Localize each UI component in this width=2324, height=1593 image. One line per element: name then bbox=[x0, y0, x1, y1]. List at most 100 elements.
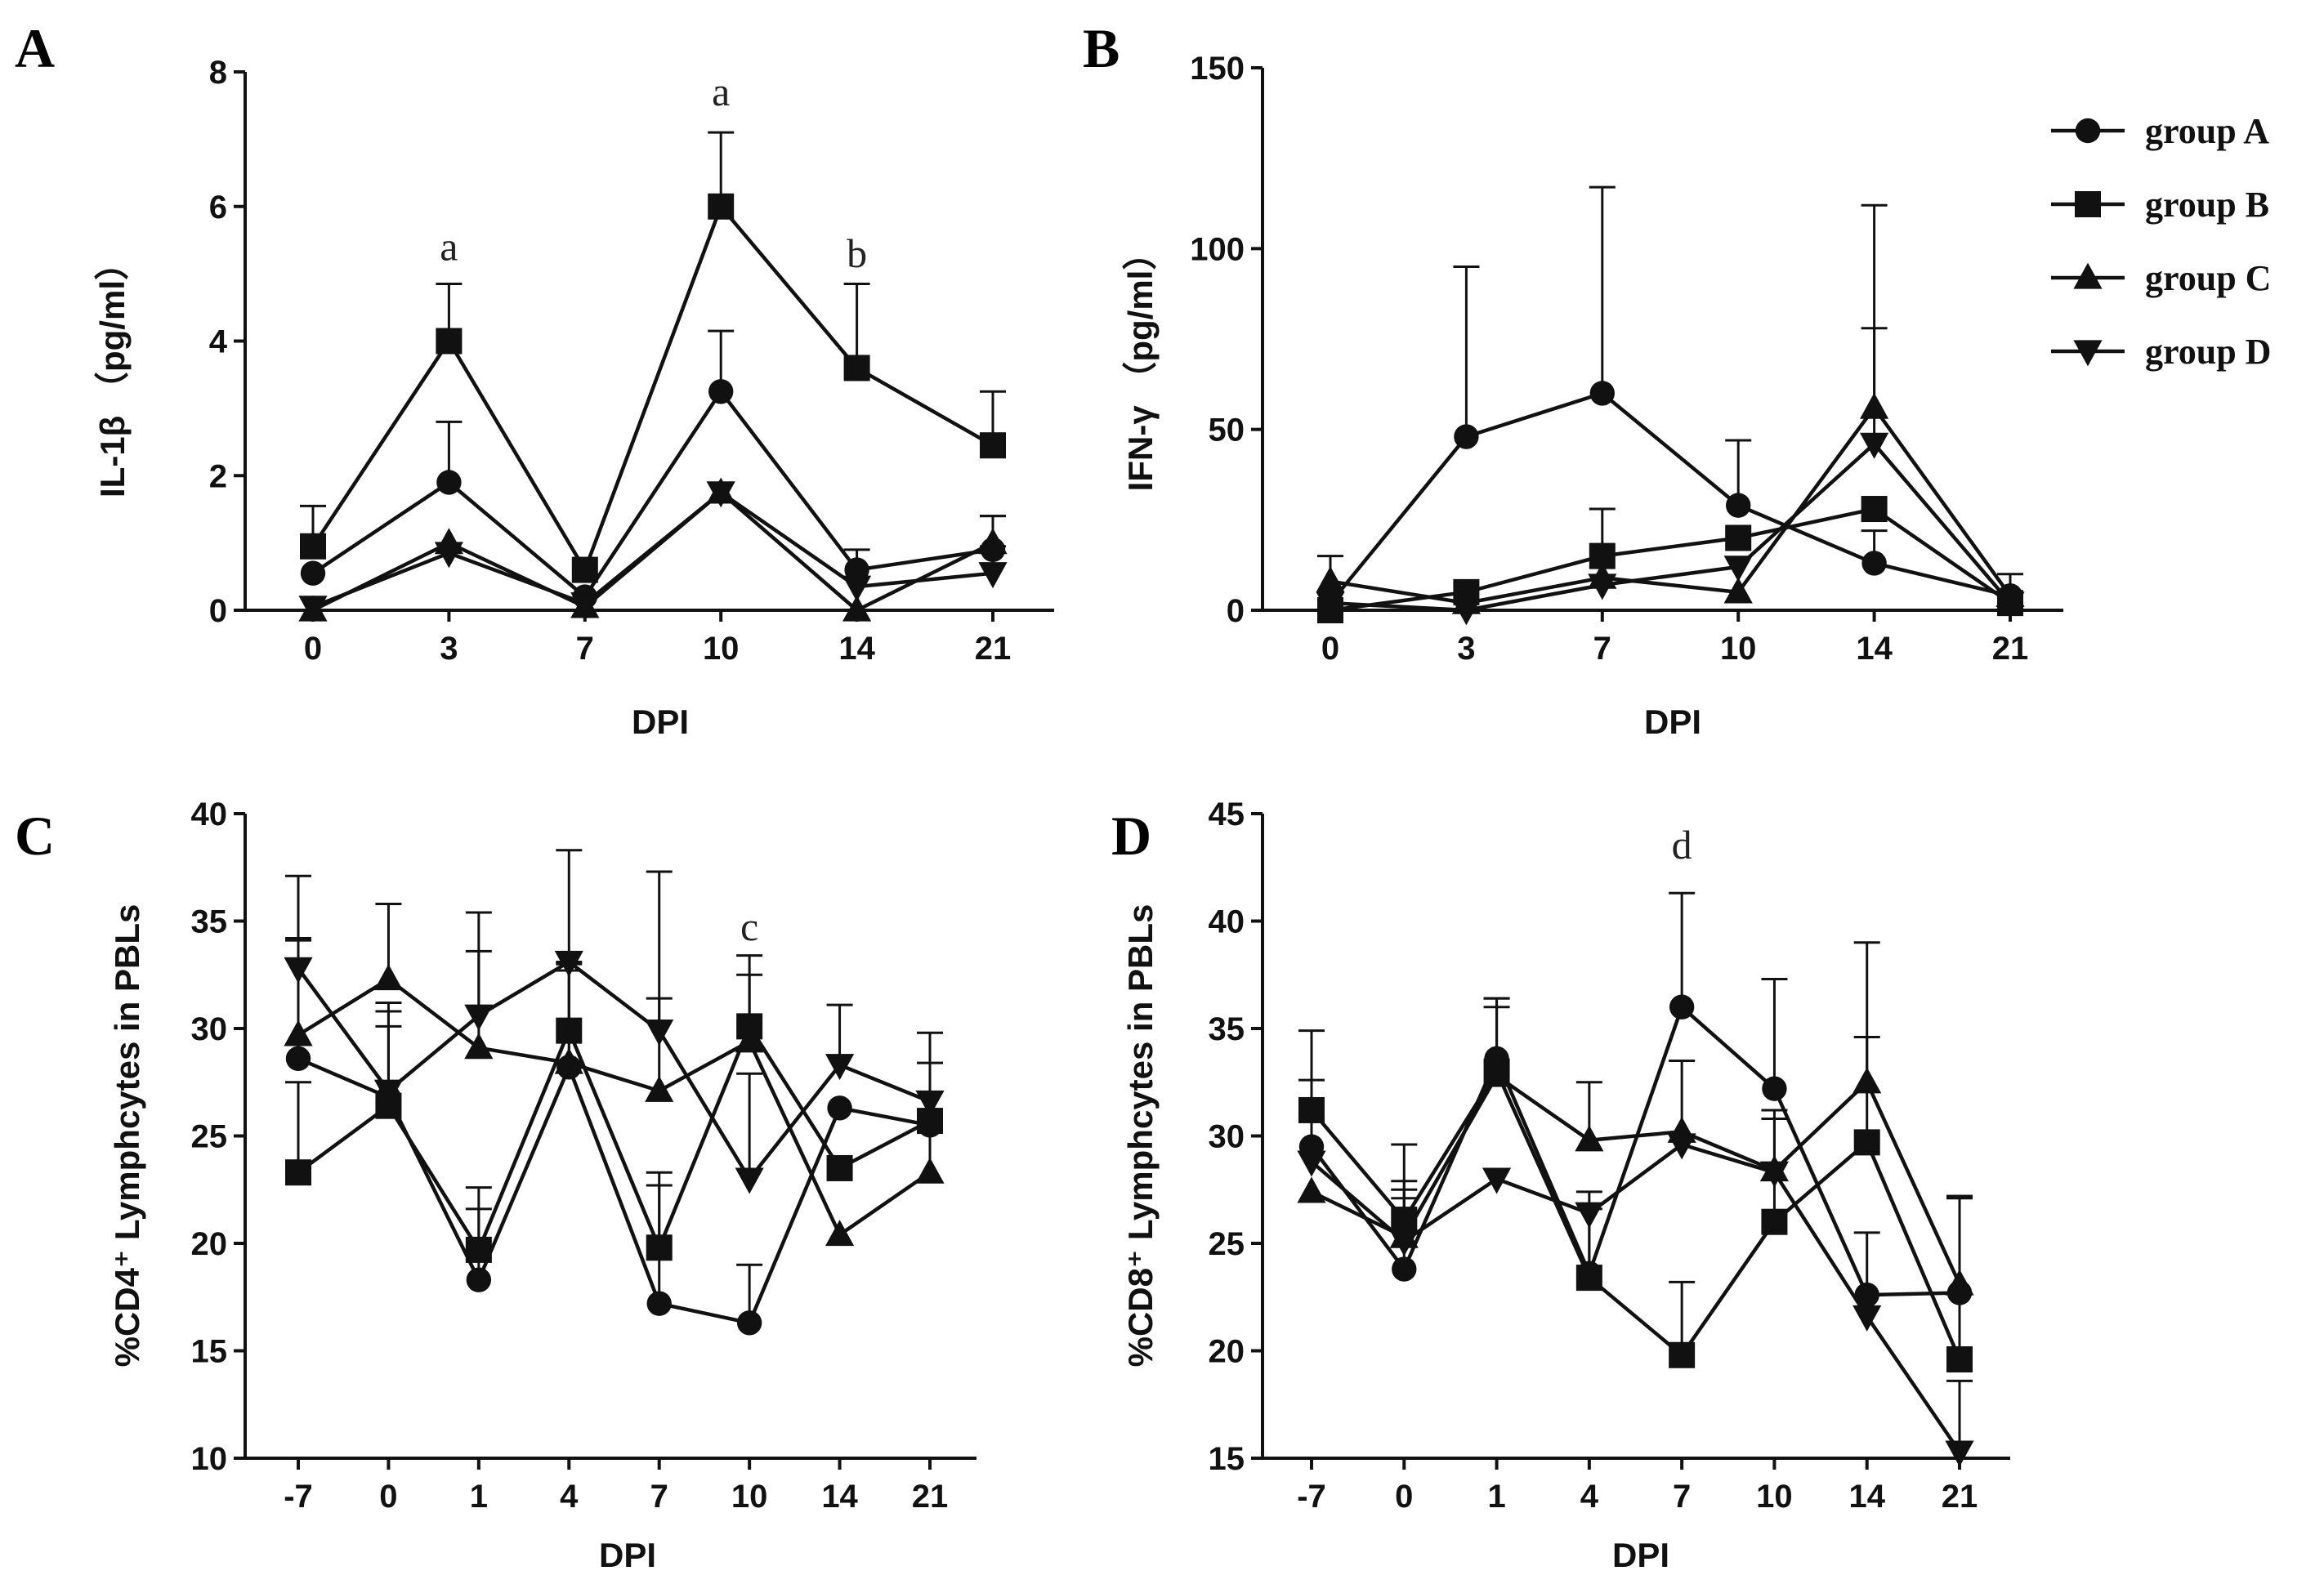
data-point-group-c bbox=[1297, 1176, 1326, 1203]
series-line-group-b bbox=[1330, 506, 2012, 613]
data-point-group-d bbox=[1316, 591, 1345, 618]
significance-letter: a bbox=[712, 69, 730, 114]
data-point-group-b bbox=[1861, 496, 1888, 523]
data-point-group-a bbox=[708, 379, 734, 404]
data-point-group-d bbox=[1667, 1133, 1696, 1160]
x-tick-label: 3 bbox=[440, 631, 458, 667]
data-point-group-d bbox=[706, 481, 735, 508]
data-point-group-a bbox=[1854, 1282, 1879, 1308]
data-point-group-d bbox=[1588, 573, 1617, 600]
x-tick-label: 10 bbox=[1720, 631, 1757, 667]
data-point-group-d bbox=[1297, 1150, 1326, 1177]
data-point-group-b bbox=[465, 1236, 492, 1263]
data-point-group-a bbox=[1589, 381, 1616, 406]
legend-marker-group-b bbox=[2075, 191, 2101, 217]
x-tick-label: 21 bbox=[975, 631, 1012, 667]
y-tick-label: 30 bbox=[1209, 1119, 1245, 1155]
data-point-group-d bbox=[915, 1090, 945, 1117]
series-line-group-d bbox=[297, 960, 931, 1181]
legend-label-group-a: group A bbox=[2145, 111, 2269, 151]
chart-panel-d: D DPI %CD8⁺ Lymphcytes in PBLs 15 20 25 30 3… bbox=[1111, 796, 2010, 1574]
data-point-group-c bbox=[842, 595, 872, 622]
data-point-group-d bbox=[284, 957, 313, 984]
y-tick-label: 50 bbox=[1209, 413, 1245, 448]
legend-marker-group-d bbox=[2073, 340, 2103, 367]
data-point-group-c bbox=[1482, 1060, 1512, 1087]
y-axis-label-d: %CD8⁺ Lymphcytes in PBLs bbox=[1121, 904, 1160, 1368]
x-tick-label: 14 bbox=[1856, 631, 1893, 667]
series-line-group-c bbox=[312, 490, 994, 613]
x-tick-label: 10 bbox=[703, 631, 740, 667]
series-line-group-b bbox=[311, 204, 994, 572]
y-tick-label: 40 bbox=[1209, 904, 1245, 940]
data-point-group-b bbox=[285, 1159, 311, 1186]
x-tick-label: 21 bbox=[912, 1479, 949, 1515]
x-tick-label: 1 bbox=[1487, 1479, 1505, 1515]
x-axis-label-d: DPI bbox=[1612, 1536, 1669, 1574]
legend: group A group B group C group D bbox=[2051, 111, 2271, 372]
data-point-group-b bbox=[1669, 1341, 1696, 1368]
x-axis-label-c: DPI bbox=[599, 1536, 656, 1574]
data-point-group-c bbox=[645, 1075, 674, 1102]
y-tick-label: 2 bbox=[209, 458, 227, 494]
data-point-group-b bbox=[980, 432, 1006, 459]
data-point-group-d bbox=[434, 542, 463, 569]
data-point-group-d bbox=[1945, 1440, 1974, 1467]
x-tick-label: 7 bbox=[1673, 1479, 1691, 1515]
x-tick-label: -7 bbox=[1297, 1479, 1326, 1515]
x-tick-label: 0 bbox=[304, 631, 322, 667]
data-point-group-b bbox=[1853, 1129, 1880, 1156]
y-tick-label: 8 bbox=[209, 55, 227, 91]
series-line-group-d bbox=[1330, 442, 2012, 613]
data-point-group-d bbox=[1759, 1161, 1790, 1188]
x-tick-label: 4 bbox=[560, 1479, 579, 1515]
y-axis-label-c: %CD4⁺ Lymphcytes in PBLs bbox=[108, 904, 146, 1368]
y-tick-label: 45 bbox=[1209, 796, 1245, 832]
data-point-group-d bbox=[1860, 432, 1889, 459]
x-tick-label: 14 bbox=[1848, 1479, 1885, 1515]
significance-letter: c bbox=[740, 904, 758, 949]
y-tick-label: 25 bbox=[191, 1119, 228, 1155]
y-tick-label: 0 bbox=[209, 593, 227, 629]
data-point-group-d bbox=[373, 1079, 404, 1106]
x-tick-label: 14 bbox=[821, 1479, 858, 1515]
x-tick-label: 21 bbox=[1942, 1479, 1978, 1515]
y-tick-label: 20 bbox=[191, 1226, 228, 1262]
data-point-group-a bbox=[436, 470, 462, 495]
data-point-group-a bbox=[827, 1095, 852, 1121]
x-tick-label: -7 bbox=[284, 1479, 313, 1515]
data-point-group-b bbox=[1575, 1265, 1602, 1292]
data-point-group-d bbox=[825, 1054, 855, 1081]
data-point-group-c bbox=[1316, 566, 1345, 593]
panel-letter-c: C bbox=[15, 805, 55, 867]
y-tick-label: 30 bbox=[191, 1011, 228, 1047]
series-line-group-b bbox=[297, 1024, 932, 1252]
x-tick-label: 1 bbox=[470, 1479, 488, 1515]
significance-letter: a bbox=[440, 224, 458, 270]
data-point-group-b bbox=[571, 556, 598, 583]
data-point-group-b bbox=[1725, 524, 1752, 551]
chart-panel-a: A DPI IL-1β （pg/ml） 0 2 4 6 8 0 3 7 10 14 21 a a b bbox=[15, 17, 1054, 741]
data-point-group-c bbox=[554, 1047, 583, 1074]
series-line-group-d bbox=[312, 490, 994, 609]
x-tick-label: 7 bbox=[576, 631, 594, 667]
chart-panel-b: B DPI IFN-γ （pg/ml） 0 50 100 150 0 3 7 10 14 21 bbox=[1083, 17, 2063, 741]
panel-letter-a: A bbox=[15, 17, 55, 79]
x-tick-label: 10 bbox=[1756, 1479, 1793, 1515]
legend-label-group-c: group C bbox=[2145, 258, 2271, 298]
y-tick-label: 150 bbox=[1190, 51, 1245, 87]
data-point-group-d bbox=[570, 592, 600, 619]
data-point-group-b bbox=[436, 328, 463, 355]
y-axis-label-b: IFN-γ （pg/ml） bbox=[1121, 236, 1160, 492]
data-point-group-c bbox=[915, 1157, 945, 1184]
data-point-group-a bbox=[1669, 994, 1695, 1020]
series-line-group-c bbox=[1311, 1073, 1962, 1285]
panel-letter-b: B bbox=[1083, 17, 1120, 79]
series-line-group-b bbox=[1310, 1069, 1962, 1360]
data-point-group-d bbox=[1389, 1229, 1419, 1256]
data-point-group-d bbox=[1575, 1202, 1604, 1229]
data-point-group-b bbox=[1761, 1208, 1788, 1235]
data-point-group-d bbox=[978, 562, 1008, 589]
data-point-group-d bbox=[735, 1167, 764, 1194]
